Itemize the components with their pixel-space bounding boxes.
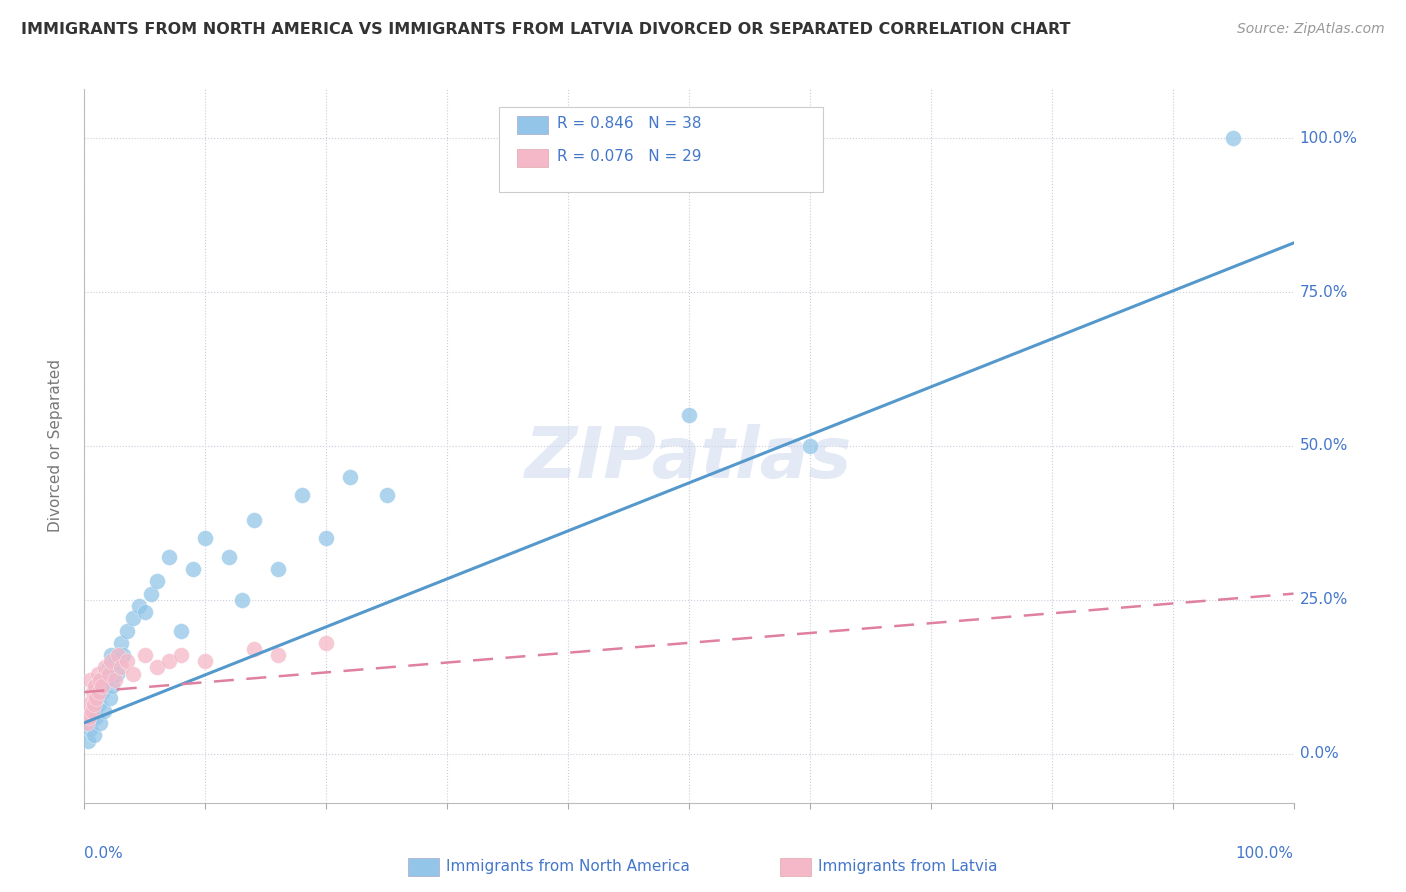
Point [94,660,117,674]
Point [170,624,193,638]
Point [799,439,821,453]
Point [375,488,398,502]
Point [86,709,108,723]
Point [112,648,135,662]
Point [218,549,240,564]
Point [76,715,98,730]
Point [83,698,105,712]
Point [97,660,120,674]
Point [107,648,129,662]
Text: 25.0%: 25.0% [1299,592,1348,607]
Y-axis label: Divorced or Separated: Divorced or Separated [48,359,63,533]
Text: 75.0%: 75.0% [1299,285,1348,300]
Point [86,666,108,681]
Point [87,685,110,699]
Point [1222,131,1244,145]
Point [115,624,138,638]
Point [97,666,120,681]
Point [121,666,143,681]
Point [79,722,101,736]
Point [104,654,127,668]
Point [87,698,110,712]
Point [77,709,100,723]
Point [115,654,138,668]
Point [93,704,115,718]
Point [157,654,180,668]
Text: Immigrants from North America: Immigrants from North America [446,859,689,873]
Point [315,636,337,650]
Point [101,679,124,693]
Text: 50.0%: 50.0% [1299,439,1348,453]
Point [100,654,122,668]
Point [86,691,108,706]
Point [339,469,361,483]
Point [134,605,156,619]
Point [291,488,314,502]
Text: R = 0.846   N = 38: R = 0.846 N = 38 [557,117,702,131]
Point [91,679,114,693]
Point [170,648,193,662]
Point [104,673,127,687]
Text: Source: ZipAtlas.com: Source: ZipAtlas.com [1237,22,1385,37]
Text: R = 0.076   N = 29: R = 0.076 N = 29 [557,150,702,164]
Point [267,562,290,576]
Text: ZIPatlas: ZIPatlas [526,424,852,492]
Point [77,734,100,748]
Point [139,587,162,601]
Text: 0.0%: 0.0% [84,846,124,861]
Point [82,685,104,699]
Point [79,673,101,687]
Point [128,599,150,613]
Point [83,728,105,742]
Point [98,691,121,706]
Point [91,685,114,699]
Point [77,698,100,712]
Point [121,611,143,625]
Point [94,673,117,687]
Point [134,648,156,662]
Point [242,513,264,527]
Point [100,648,122,662]
Point [194,531,217,545]
Text: 100.0%: 100.0% [1236,846,1294,861]
Point [89,715,111,730]
Point [105,666,128,681]
Point [110,660,132,674]
Point [678,409,700,423]
Point [267,648,290,662]
Point [315,531,337,545]
Point [231,592,253,607]
Point [80,704,103,718]
Point [194,654,217,668]
Point [242,642,264,657]
Point [110,636,132,650]
Point [89,673,111,687]
Text: 100.0%: 100.0% [1299,131,1358,146]
Point [146,574,169,589]
Point [181,562,204,576]
Point [84,679,107,693]
Text: Immigrants from Latvia: Immigrants from Latvia [818,859,998,873]
Text: IMMIGRANTS FROM NORTH AMERICA VS IMMIGRANTS FROM LATVIA DIVORCED OR SEPARATED CO: IMMIGRANTS FROM NORTH AMERICA VS IMMIGRA… [21,22,1070,37]
Point [157,549,180,564]
Text: 0.0%: 0.0% [1299,746,1339,761]
Point [146,660,169,674]
